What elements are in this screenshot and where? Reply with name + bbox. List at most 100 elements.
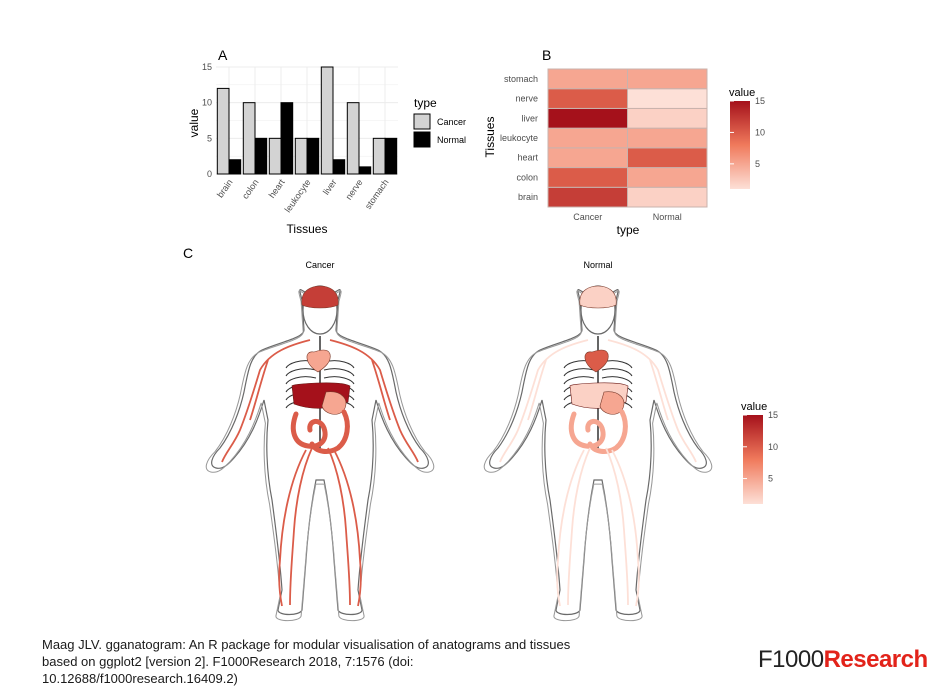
heatmap-cell-heart-cancer [547,147,628,169]
panel-c-colorbar-gradient [743,415,763,504]
nerve-path [605,447,629,606]
y-tick-label: 5 [207,133,212,143]
bar-normal-heart [280,102,294,175]
panel-a-x-axis-title: Tissues [287,222,328,236]
panel-c-colorbar-ticks: 5 10 15 [743,410,778,484]
legend-label-cancer: Cancer [437,117,466,127]
heatmap-cell-colon-cancer [547,167,628,188]
heatmap-cell-leukocyte-cancer [547,127,628,149]
heatmap-cell-colon-normal [627,167,708,188]
y-tick-label: leukocyte [500,133,538,143]
bar-cancer-brain [216,87,230,175]
bar-normal-stomach [384,137,398,175]
bar-cancer-leukocyte [294,137,308,175]
nerve-path [221,339,311,463]
colorbar-tick-label: 15 [755,96,765,106]
panel-c-anatograms: C Cancer Normal value 5 10 15 [183,245,778,622]
y-tick-label: nerve [515,94,538,104]
y-tick-label: 15 [202,62,212,72]
bar-cancer-stomach [372,137,386,175]
organ-brain [579,285,617,309]
panel-b-y-tick-labels: brain colon heart leukocyte liver nerve stomac… [500,74,539,202]
x-tick-label: Cancer [573,212,602,222]
brand-prefix: F1000 [758,646,824,673]
heatmap-cell-nerve-normal [627,88,708,109]
nerve-path [607,339,697,463]
facet-label-normal: Normal [583,260,612,270]
panel-a-legend-title: type [414,96,437,110]
x-tick-label: Normal [653,212,682,222]
organ-heart [584,349,609,373]
legend-key-cancer [413,113,431,130]
y-tick-label: brain [518,192,538,202]
panel-a-y-ticks: 0 5 10 15 [202,62,212,179]
rib [323,376,355,385]
bar-cancer-liver [320,66,334,175]
x-tick-label: stomach [363,177,391,211]
bar-cancer-nerve [346,102,360,175]
nerve-path [327,447,351,606]
x-tick-label: nerve [344,177,365,201]
y-tick-label: 10 [202,98,212,108]
panel-b-heatmap: B brain colon heart leukocyte liver nerve stom… [483,47,765,237]
rib [323,368,355,377]
colorbar-tick-label: 5 [768,474,773,484]
x-tick-label: heart [267,177,287,200]
y-tick-label: liver [521,113,538,123]
rib [601,368,633,377]
heatmap-cell-stomach-cancer [547,68,628,90]
x-tick-label: colon [240,177,261,200]
rib [601,376,633,385]
bar-cancer-heart [268,137,282,175]
nerve-path [527,359,547,421]
panel-b-colorbar: value 5 10 15 [729,87,765,189]
nerve-path [329,339,419,463]
y-tick-label: heart [517,153,538,163]
panel-b-colorbar-gradient [730,101,750,189]
bar-cancer-colon [242,102,256,175]
heatmap-cell-heart-normal [627,147,708,169]
y-tick-label: 0 [207,169,212,179]
nerve-path [567,447,591,606]
heatmap-cell-liver-cancer [547,107,628,129]
anatogram-cancer [205,285,435,622]
legend-label-normal: Normal [437,135,466,145]
panel-a-legend: type Cancer Normal [413,96,466,148]
colorbar-tick-label: 10 [768,442,778,452]
rib [563,376,595,385]
panel-a-y-axis-title: value [187,108,201,137]
nerve-path [556,449,585,607]
rib [285,376,317,385]
bar-normal-leukocyte [306,137,320,175]
facet-label-cancer: Cancer [305,260,334,270]
nerve-path [649,359,669,421]
panel-a-label: A [218,47,228,63]
f1000research-logo: F1000Research [758,646,928,674]
bar-normal-liver [332,159,346,175]
panel-c-colorbar: value 5 10 15 [741,401,778,504]
x-tick-label: brain [215,177,235,199]
colorbar-tick-label: 15 [768,410,778,420]
heatmap-cell-brain-normal [627,186,708,208]
panel-b-x-tick-labels: Cancer Normal [573,212,682,222]
panel-c-label: C [183,245,193,261]
nerve-path [371,359,391,421]
colorbar-tick-label: 5 [755,159,760,169]
organ-colon [290,409,350,454]
x-tick-label: liver [321,177,339,196]
heatmap-cell-leukocyte-normal [627,127,708,149]
panel-b-colorbar-ticks: 5 10 15 [730,96,765,169]
organ-brain [301,285,339,309]
x-tick-label: leukocyte [283,177,313,214]
panel-b-label: B [542,47,551,63]
body-outline-outer [205,290,435,622]
bar-normal-brain [228,159,242,175]
nerve-path [249,359,269,421]
colorbar-tick-label: 10 [755,127,765,137]
rib [285,368,317,377]
panel-b-y-axis-title: Tissues [483,117,497,158]
panel-b-x-axis-title: type [617,223,640,237]
panel-c-colorbar-title: value [741,401,767,413]
